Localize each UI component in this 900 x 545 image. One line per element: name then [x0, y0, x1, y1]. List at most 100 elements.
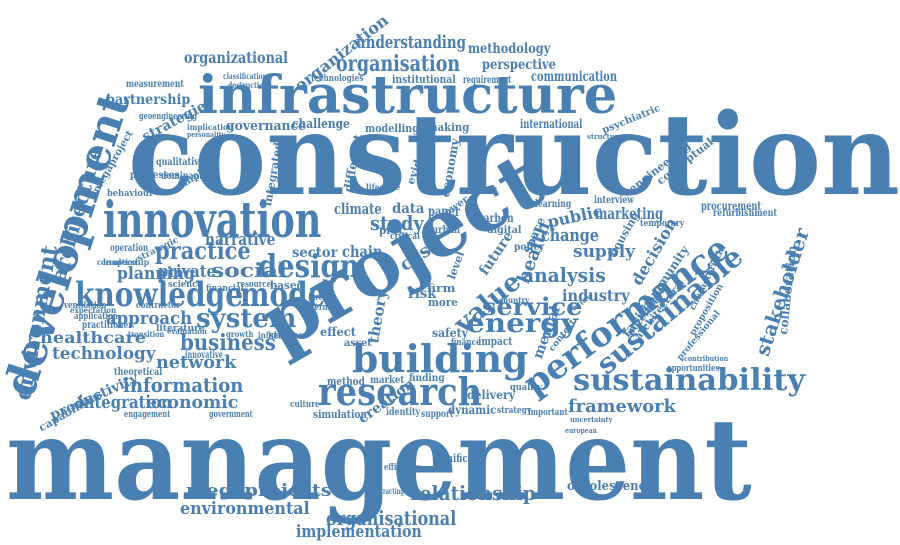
word: processes — [130, 170, 180, 181]
word: interview — [594, 195, 634, 206]
word: effect — [320, 325, 356, 339]
word: external — [303, 303, 335, 313]
word: asset — [344, 338, 372, 349]
word: urban — [432, 225, 461, 236]
word: contracting — [370, 486, 405, 496]
word: corruption — [97, 257, 137, 267]
word: narrative — [205, 230, 276, 250]
word: policy — [514, 242, 545, 253]
word: megaprojects — [186, 481, 332, 501]
word: geoengineering — [139, 112, 197, 122]
word: growth — [226, 329, 254, 339]
word: based — [270, 279, 304, 292]
word: dominant — [161, 171, 203, 182]
word: healthcare — [40, 328, 146, 347]
word: government — [209, 410, 253, 420]
word: behaviour — [107, 189, 154, 199]
word: requirement — [463, 75, 512, 86]
word: culture — [290, 400, 320, 410]
word: sustainability — [573, 363, 806, 398]
word: study — [370, 211, 424, 235]
word: impact — [478, 335, 513, 348]
word: methodology — [468, 41, 551, 57]
word: making — [427, 121, 470, 134]
word: more — [428, 296, 458, 309]
word: influence — [258, 330, 295, 340]
word: risk — [408, 286, 437, 302]
word: procurement — [701, 199, 762, 213]
word: environmental — [180, 499, 310, 519]
word: measurement — [126, 79, 184, 90]
word: planning — [117, 264, 195, 284]
word: infrastructure — [198, 65, 618, 126]
word: service — [482, 292, 583, 321]
word: social — [211, 258, 287, 282]
word: construction — [128, 90, 900, 221]
word: network — [156, 352, 237, 373]
word: efficiency — [384, 463, 421, 473]
word: building — [352, 336, 529, 381]
word: application — [74, 312, 118, 322]
word: supply — [573, 242, 636, 262]
word: framework — [568, 396, 676, 417]
word: expectation — [70, 305, 117, 315]
word: refurbishment — [713, 208, 777, 219]
word: data — [392, 201, 425, 217]
word: paper — [428, 204, 460, 220]
word: carbon — [478, 211, 514, 225]
word: partnership — [106, 92, 191, 108]
word: evaluation — [167, 326, 207, 336]
word: significant — [433, 452, 484, 465]
word: identity — [386, 407, 421, 418]
word: change — [541, 225, 599, 246]
word: marketing — [595, 204, 664, 223]
word: chain — [342, 242, 383, 261]
word: system — [196, 304, 297, 334]
word: literature — [156, 324, 205, 334]
word: energy — [466, 309, 578, 339]
word: analysis — [522, 263, 606, 287]
word: perspective — [482, 57, 556, 73]
word: innovative — [185, 350, 223, 361]
word: contractor — [136, 301, 181, 311]
word: learning — [535, 199, 572, 210]
word: technologies — [311, 74, 364, 84]
word: safety — [432, 326, 468, 340]
word: implication — [187, 122, 234, 132]
word: firm — [427, 282, 456, 295]
word: dynamic — [448, 403, 497, 417]
word: qualitative — [156, 157, 205, 168]
word: implementation — [296, 522, 422, 542]
word: leadership — [103, 257, 150, 267]
word: uncertainty — [570, 415, 613, 424]
word: obsolescence — [567, 479, 654, 494]
word: proc — [379, 223, 406, 237]
word: operation — [110, 243, 149, 254]
word: design — [258, 247, 360, 285]
word: critical — [390, 232, 420, 242]
word: engagement — [124, 410, 171, 420]
word: finance — [451, 338, 481, 348]
word: quality — [510, 383, 542, 393]
word: practice — [155, 236, 251, 265]
word: personality — [187, 130, 225, 139]
word: business — [180, 330, 276, 356]
word: simulation — [313, 408, 367, 421]
word: ventilation — [64, 301, 107, 311]
word: science — [168, 280, 203, 290]
word: delivery — [467, 388, 516, 402]
word: relationship — [410, 481, 536, 505]
word: approach — [106, 308, 193, 329]
word: integration — [78, 392, 172, 413]
word: governance — [226, 119, 306, 134]
word: european — [565, 426, 597, 435]
word: model — [240, 275, 337, 315]
word: innovation — [103, 190, 322, 249]
word: destruction — [228, 80, 268, 90]
word: financial — [206, 284, 244, 294]
word: theoretical — [114, 367, 163, 378]
word: opportunities — [667, 364, 720, 374]
word: support — [421, 409, 454, 420]
word: technology — [52, 344, 156, 364]
